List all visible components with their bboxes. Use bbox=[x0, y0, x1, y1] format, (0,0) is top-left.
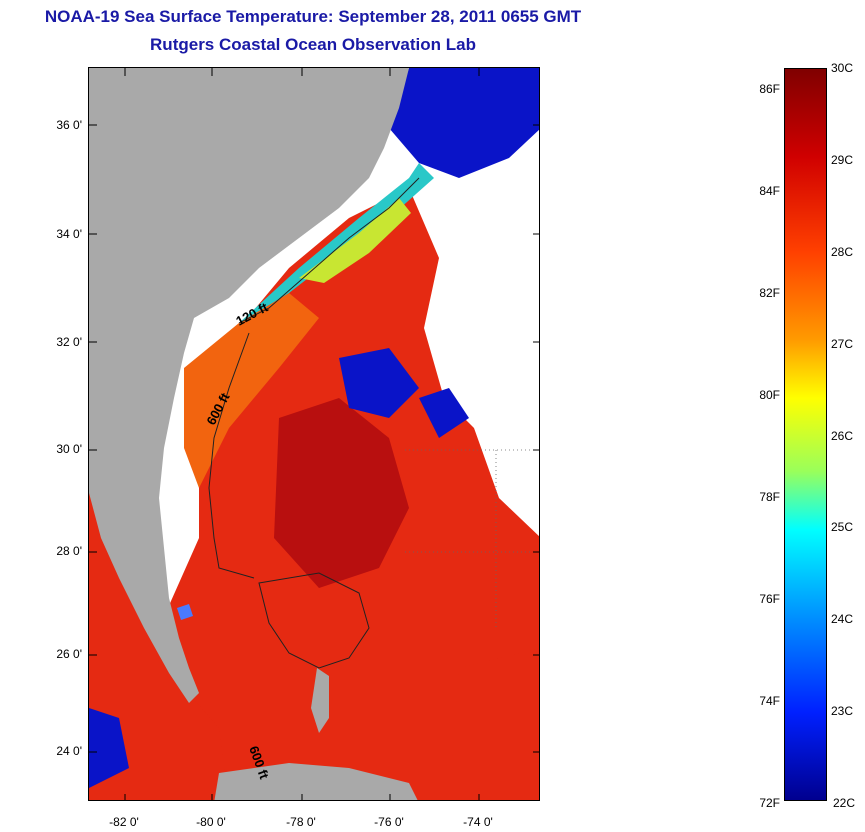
land-mainland bbox=[89, 68, 409, 703]
colorbar-gradient bbox=[785, 69, 826, 800]
lon-label-82: -82 0' bbox=[109, 815, 139, 829]
orange-shelf-water bbox=[184, 293, 319, 488]
lon-label-76: -76 0' bbox=[374, 815, 404, 829]
cold-water-north bbox=[389, 68, 539, 178]
mid-temp-band bbox=[299, 198, 411, 283]
land-cuba bbox=[214, 763, 418, 800]
isobath-600ft bbox=[208, 332, 255, 579]
cb-label-25c: 25C bbox=[831, 520, 854, 534]
cb-label-72f: 72F bbox=[759, 796, 780, 810]
cb-label-22c: 22C bbox=[833, 796, 856, 810]
gulf-warm-water bbox=[89, 488, 229, 800]
cb-label-80f: 80F bbox=[759, 388, 780, 402]
southeast-warm-patch bbox=[449, 648, 539, 800]
isobath-120ft bbox=[238, 177, 420, 324]
cb-label-27c: 27C bbox=[831, 337, 854, 351]
cb-label-74f: 74F bbox=[759, 694, 780, 708]
cold-patch-east bbox=[339, 348, 419, 418]
lon-label-74: -74 0' bbox=[463, 815, 493, 829]
map-subtitle: Rutgers Coastal Ocean Observation Lab bbox=[150, 35, 476, 54]
graticule bbox=[405, 449, 539, 628]
tick-marks bbox=[89, 68, 539, 800]
map-title: NOAA-19 Sea Surface Temperature: Septemb… bbox=[44, 7, 582, 26]
cold-patch-gulf bbox=[89, 708, 129, 788]
cb-label-78f: 78F bbox=[759, 490, 780, 504]
cb-label-30c: 30C bbox=[831, 61, 854, 75]
lat-label-26: 26 0' bbox=[56, 647, 82, 661]
cb-label-82f: 82F bbox=[759, 286, 780, 300]
lon-label-78: -78 0' bbox=[286, 815, 316, 829]
sst-map: 120 ft 600 ft 600 ft bbox=[88, 67, 540, 801]
temperature-colorbar bbox=[784, 68, 827, 801]
cool-coastal-band bbox=[239, 163, 434, 323]
cb-label-29c: 29C bbox=[831, 153, 854, 167]
lat-label-30: 30 0' bbox=[56, 442, 82, 456]
land-lake bbox=[177, 604, 193, 620]
lat-label-32: 32 0' bbox=[56, 335, 82, 349]
lat-label-28: 28 0' bbox=[56, 544, 82, 558]
gulf-stream-core bbox=[274, 398, 409, 588]
cb-label-28c: 28C bbox=[831, 245, 854, 259]
cb-label-76f: 76F bbox=[759, 592, 780, 606]
lat-label-34: 34 0' bbox=[56, 227, 82, 241]
cb-label-84f: 84F bbox=[759, 184, 780, 198]
land-andros bbox=[311, 668, 329, 733]
cb-label-26c: 26C bbox=[831, 429, 854, 443]
lat-label-24: 24 0' bbox=[56, 744, 82, 758]
cb-label-23c: 23C bbox=[831, 704, 854, 718]
sst-map-canvas: 120 ft 600 ft 600 ft bbox=[89, 68, 539, 800]
cb-label-24c: 24C bbox=[831, 612, 854, 626]
lon-label-80: -80 0' bbox=[196, 815, 226, 829]
cold-patch-coast bbox=[419, 388, 469, 438]
lat-label-36: 36 0' bbox=[56, 118, 82, 132]
cb-label-86f: 86F bbox=[759, 82, 780, 96]
bahamas-bank-outline bbox=[258, 572, 370, 669]
